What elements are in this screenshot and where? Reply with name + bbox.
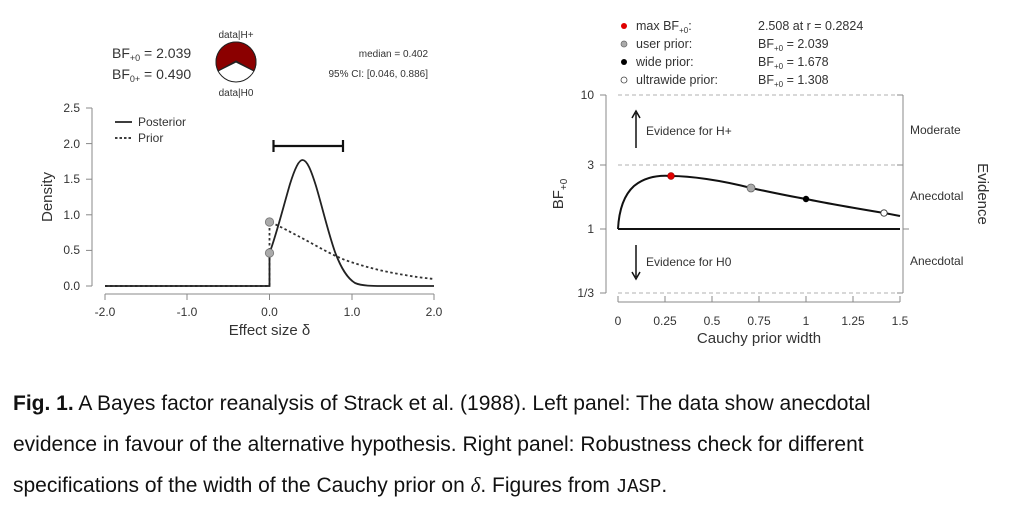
- band-moderate: Moderate: [910, 123, 961, 137]
- arrow-up-icon: [631, 109, 641, 148]
- caption-text: . Figures from: [480, 474, 616, 497]
- left-x-axis-label: Effect size δ: [229, 322, 310, 339]
- band-anecdotal-bottom: Anecdotal: [910, 254, 963, 268]
- x-tick: 0: [615, 314, 622, 328]
- y-tick: 0.0: [63, 279, 80, 293]
- y-tick: 10: [581, 88, 595, 102]
- y-tick: 1.5: [63, 172, 80, 186]
- caption-line-2: evidence in favour of the alternative hy…: [13, 424, 1013, 465]
- legend-max-value: 2.508 at r = 0.2824: [758, 19, 863, 33]
- left-panel: BF+0 = 2.039 BF0+ = 0.490 data|H+ data|H…: [39, 30, 443, 339]
- caption-line-1: Fig. 1. A Bayes factor reanalysis of Str…: [13, 383, 1013, 424]
- left-legend: Posterior Prior: [115, 115, 186, 145]
- right-x-tick-labels: 0 0.25 0.5 0.75 1 1.25 1.5: [615, 314, 909, 328]
- legend-max-label: max BF+0:: [636, 19, 692, 35]
- x-tick: 1.0: [344, 305, 361, 319]
- x-tick: -2.0: [95, 305, 116, 319]
- legend-prior: Prior: [138, 131, 163, 145]
- y-tick: 0.5: [63, 243, 80, 257]
- posterior-curve: [105, 159, 434, 287]
- figure-caption: Fig. 1. A Bayes factor reanalysis of Str…: [13, 383, 1013, 508]
- max-bf-point: [667, 172, 675, 180]
- left-x-tick-labels: -2.0 -1.0 0.0 1.0 2.0: [95, 305, 443, 319]
- jasp-name: JASP: [615, 476, 662, 498]
- right-y-axis-label: BF+0: [550, 178, 570, 209]
- figure-canvas: BF+0 = 2.039 BF0+ = 0.490 data|H+ data|H…: [39, 19, 991, 347]
- y-tick: 2.5: [63, 101, 80, 115]
- ultrawide-prior-point: [880, 209, 888, 217]
- x-tick: 0.75: [747, 314, 771, 328]
- right-x-axis: [617, 296, 901, 303]
- left-y-tick-labels: 0.0 0.5 1.0 1.5 2.0 2.5: [63, 101, 80, 293]
- legend-posterior: Posterior: [138, 115, 186, 129]
- robustness-curve: [617, 174, 901, 230]
- caption-line-3: specifications of the width of the Cauch…: [13, 465, 1013, 508]
- x-tick: 1.5: [892, 314, 909, 328]
- x-tick: 0.5: [704, 314, 721, 328]
- right-grid-lines: [618, 94, 900, 294]
- right-legend: max BF+0: 2.508 at r = 0.2824 user prior…: [620, 19, 863, 89]
- ci-label: 95% CI: [0.046, 0.886]: [328, 69, 428, 80]
- right-panel: max BF+0: 2.508 at r = 0.2824 user prior…: [550, 19, 991, 347]
- caption-text: .: [661, 474, 668, 497]
- left-x-axis: [104, 293, 435, 300]
- arrow-down-icon: [631, 245, 641, 281]
- y-tick: 3: [587, 158, 594, 172]
- right-y-tick-labels: 10 3 1 1/3: [577, 88, 594, 300]
- right-y-axis: [600, 94, 607, 294]
- max-bf-dot-icon: [621, 23, 627, 29]
- bf-0plus-label: BF0+ = 0.490: [112, 66, 191, 84]
- ultrawide-prior-dot-icon: [620, 76, 628, 84]
- legend-ultrawide-label: ultrawide prior:: [636, 73, 718, 87]
- evidence-axis-label: Evidence: [974, 163, 991, 225]
- legend-user-value: BF+0 = 2.039: [758, 37, 829, 53]
- delta-symbol: δ: [470, 473, 481, 497]
- y-tick: 2.0: [63, 137, 80, 151]
- median-label: median = 0.402: [359, 49, 429, 60]
- bf-plus0-label: BF+0 = 2.039: [112, 45, 191, 63]
- x-tick: 2.0: [426, 305, 443, 319]
- caption-text: specifications of the width of the Cauch…: [13, 474, 471, 497]
- caption-text: evidence in favour of the alternative hy…: [13, 433, 864, 456]
- legend-wide-value: BF+0 = 1.678: [758, 55, 829, 71]
- x-tick: 1: [803, 314, 810, 328]
- x-tick: 1.25: [841, 314, 865, 328]
- y-tick: 1/3: [577, 286, 594, 300]
- x-tick: 0.0: [261, 305, 278, 319]
- posterior-at-zero-point: [264, 248, 275, 258]
- y-tick: 1.0: [63, 208, 80, 222]
- pie-chart-icon: [215, 41, 257, 83]
- right-x-axis-label: Cauchy prior width: [697, 330, 821, 347]
- evidence-h1-label: Evidence for H+: [646, 124, 732, 138]
- evidence-axis: [897, 94, 909, 294]
- prior-at-zero-point: [264, 217, 275, 227]
- y-tick: 1: [587, 222, 594, 236]
- x-tick: -1.0: [177, 305, 198, 319]
- wide-prior-point: [802, 195, 810, 203]
- legend-user-label: user prior:: [636, 37, 692, 51]
- evidence-h0-label: Evidence for H0: [646, 255, 732, 269]
- band-anecdotal-top: Anecdotal: [910, 189, 963, 203]
- credible-interval-bar: [272, 140, 345, 152]
- caption-text: A Bayes factor reanalysis of Strack et a…: [73, 392, 871, 415]
- pie-top-label: data|H+: [218, 30, 253, 41]
- figure-label: Fig. 1.: [13, 392, 74, 415]
- evidence-band-labels: Moderate Anecdotal Anecdotal: [910, 123, 963, 268]
- wide-prior-dot-icon: [621, 59, 627, 65]
- left-y-axis-label: Density: [39, 171, 56, 222]
- pie-bottom-label: data|H0: [219, 88, 254, 99]
- legend-wide-label: wide prior:: [635, 55, 694, 69]
- left-y-axis: [86, 107, 93, 287]
- x-tick: 0.25: [653, 314, 677, 328]
- legend-ultrawide-value: BF+0 = 1.308: [758, 73, 829, 89]
- user-prior-dot-icon: [620, 40, 628, 48]
- prior-curve: [105, 220, 435, 287]
- user-prior-point: [746, 183, 756, 193]
